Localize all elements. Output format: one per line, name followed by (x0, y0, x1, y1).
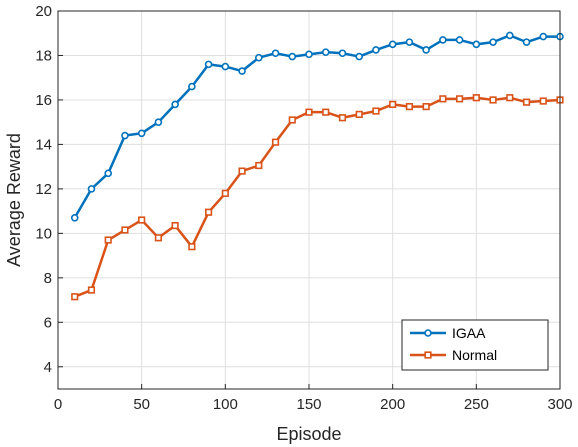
data-point-igaa (422, 46, 430, 54)
x-tick-label: 50 (133, 396, 150, 413)
data-point-igaa (489, 38, 497, 46)
x-axis-label: Episode (276, 424, 341, 444)
legend: IGAA Normal (401, 319, 549, 371)
data-point-igaa (522, 38, 531, 46)
y-tick-label: 6 (44, 314, 52, 331)
data-point-normal (71, 293, 79, 301)
data-point-normal (288, 116, 296, 124)
data-point-normal (104, 236, 112, 244)
data-point-igaa (204, 60, 213, 69)
x-tick-label: 300 (547, 396, 572, 413)
data-point-normal (188, 243, 196, 251)
data-point-normal (355, 110, 363, 118)
data-point-normal (121, 226, 129, 234)
data-point-normal (522, 98, 531, 106)
data-point-igaa (405, 38, 414, 46)
data-point-igaa (171, 100, 179, 109)
data-point-normal (455, 95, 464, 103)
legend-label-igaa: IGAA (452, 325, 486, 341)
x-tick-label: 250 (464, 396, 489, 413)
data-point-igaa (472, 40, 481, 49)
legend-entry-igaa: IGAA (410, 325, 486, 341)
data-point-igaa (121, 131, 129, 140)
legend-marker-igaa (424, 329, 432, 337)
data-point-igaa (505, 31, 514, 40)
data-point-igaa (321, 48, 330, 56)
x-tick-label: 150 (296, 396, 321, 413)
data-point-normal (87, 286, 96, 294)
data-point-igaa (388, 40, 397, 49)
y-tick-label: 12 (35, 181, 52, 198)
data-point-normal (539, 97, 547, 105)
series-normal (71, 94, 564, 301)
data-point-igaa (305, 50, 313, 59)
y-tick-label: 4 (44, 359, 52, 376)
data-point-normal (389, 100, 397, 108)
legend-box (401, 319, 549, 371)
data-point-igaa (188, 82, 196, 91)
legend-label-normal: Normal (452, 347, 497, 363)
data-point-normal (439, 95, 447, 103)
y-tick-label: 8 (44, 270, 52, 287)
data-point-igaa (539, 32, 548, 41)
series-igaa (70, 31, 564, 222)
data-point-igaa (455, 36, 464, 44)
x-tick-label: 200 (380, 396, 405, 413)
data-point-normal (472, 94, 480, 102)
data-point-normal (271, 138, 280, 146)
data-point-normal (221, 189, 229, 197)
y-tick-label: 18 (35, 47, 52, 64)
data-point-igaa (104, 169, 112, 178)
axis-ticks: 0 50 100 150 200 250 300 4 6 8 10 12 14 16 18 20 (35, 3, 572, 413)
y-tick-label: 16 (35, 92, 52, 109)
data-point-normal (372, 107, 380, 115)
data-point-igaa (137, 129, 146, 138)
data-point-igaa (221, 62, 230, 71)
data-point-igaa (238, 67, 246, 75)
data-point-normal (506, 94, 514, 102)
y-tick-label: 14 (35, 136, 52, 153)
data-point-igaa (355, 52, 364, 61)
data-point-normal (322, 108, 330, 116)
y-axis-label: Average Reward (4, 133, 24, 267)
data-point-igaa (439, 36, 447, 44)
data-point-normal (205, 208, 213, 216)
data-point-igaa (70, 213, 79, 222)
series-layer (70, 31, 564, 301)
data-point-igaa (288, 52, 297, 61)
data-point-igaa (87, 185, 96, 193)
x-tick-label: 100 (213, 396, 238, 413)
data-point-normal (305, 108, 313, 116)
data-point-normal (338, 114, 347, 122)
data-point-normal (405, 103, 414, 111)
data-point-igaa (154, 118, 163, 126)
data-point-igaa (254, 53, 263, 62)
data-point-normal (154, 234, 163, 242)
x-tick-label: 0 (54, 396, 62, 413)
data-point-igaa (372, 46, 380, 54)
data-point-igaa (271, 49, 280, 58)
data-point-normal (138, 216, 146, 224)
y-tick-label: 10 (35, 225, 52, 242)
legend-entry-normal: Normal (410, 347, 497, 363)
data-point-normal (422, 103, 430, 111)
data-point-normal (238, 167, 246, 175)
data-point-normal (255, 161, 263, 170)
data-point-igaa (338, 49, 347, 58)
legend-marker-normal (424, 351, 432, 359)
data-point-normal (171, 221, 179, 230)
y-tick-label: 20 (35, 3, 52, 20)
data-point-normal (489, 96, 497, 104)
